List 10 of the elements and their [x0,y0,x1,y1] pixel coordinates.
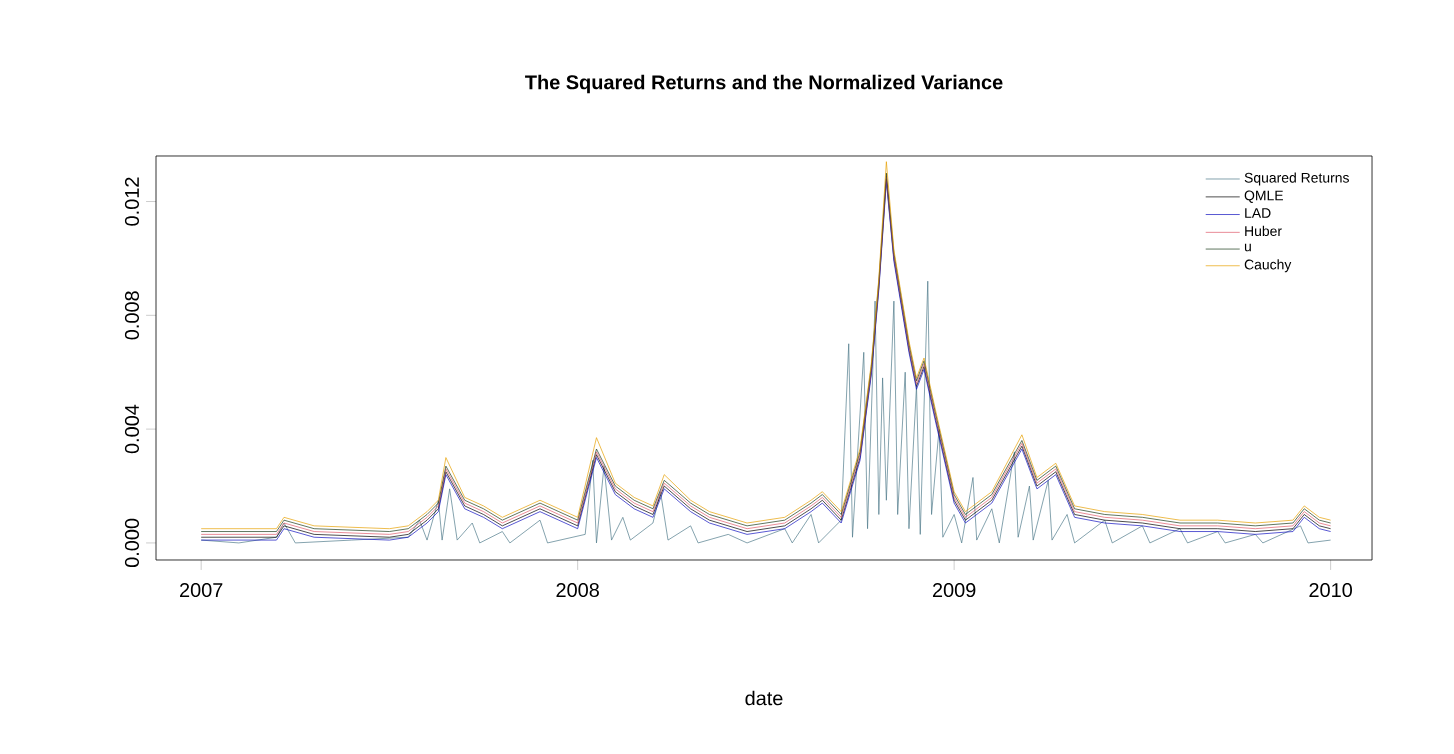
x-tick-label: 2007 [180,582,223,598]
y-tick-label: 0.012 [124,177,140,226]
y-tick-label: 0.008 [124,291,140,340]
x-tick-label: 2010 [1309,582,1352,598]
y-tick-label: 0.004 [124,404,140,454]
x-tick-label: 2008 [556,582,599,598]
x-axis-title: date [745,690,783,706]
y-tick-label: 0.000 [124,518,140,568]
x-tick-label: 2009 [932,582,976,598]
chart-title: The Squared Returns and the Normalized Variance [525,74,1003,94]
